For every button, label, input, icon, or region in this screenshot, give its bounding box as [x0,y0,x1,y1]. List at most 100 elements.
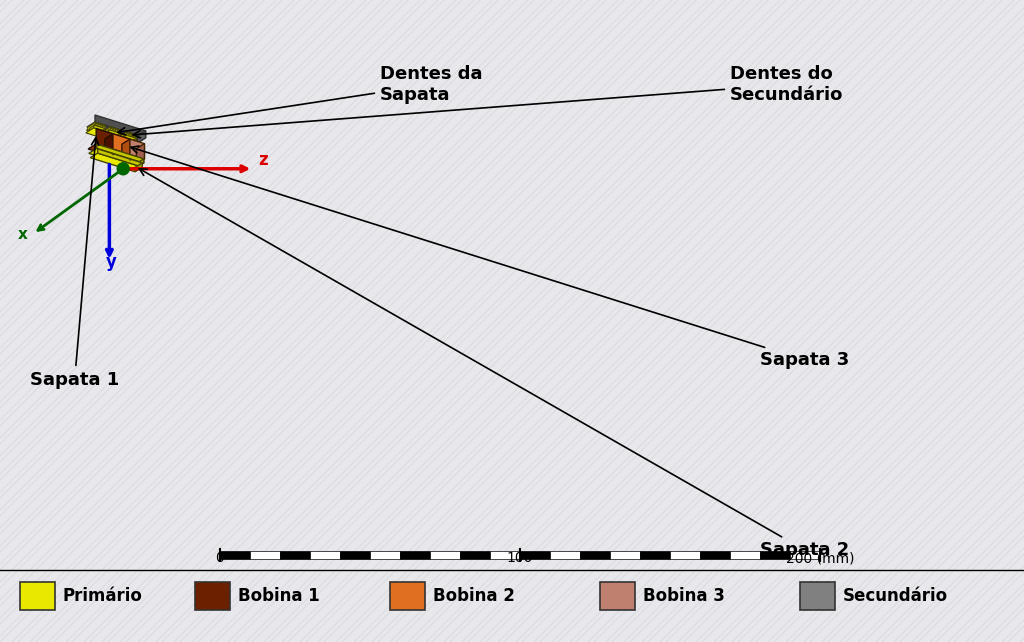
Polygon shape [88,144,113,154]
Polygon shape [92,127,102,133]
Polygon shape [105,125,106,129]
Text: y: y [105,253,117,271]
Polygon shape [115,131,123,139]
Polygon shape [113,134,130,155]
Polygon shape [128,135,136,143]
Text: 200 (mm): 200 (mm) [785,551,854,565]
Polygon shape [119,132,127,141]
Polygon shape [97,144,143,163]
Polygon shape [108,128,116,137]
Bar [640,551,670,559]
Polygon shape [102,127,111,135]
Polygon shape [90,123,98,132]
Polygon shape [110,126,112,130]
Polygon shape [100,132,120,141]
Polygon shape [95,115,145,138]
Polygon shape [96,122,97,126]
Text: Bobina 3: Bobina 3 [643,587,725,605]
Polygon shape [113,130,121,139]
Polygon shape [92,124,100,132]
Circle shape [117,163,129,175]
Polygon shape [104,128,113,136]
Polygon shape [91,126,100,132]
Polygon shape [105,131,116,137]
Bar [520,551,550,559]
Bar [250,551,280,559]
Polygon shape [114,134,123,139]
Polygon shape [112,133,121,139]
Polygon shape [97,125,104,134]
Polygon shape [118,135,127,141]
Text: x: x [18,227,28,242]
Polygon shape [109,130,120,136]
Polygon shape [99,123,100,127]
Polygon shape [88,126,98,132]
Polygon shape [135,163,142,171]
Polygon shape [114,128,116,132]
Polygon shape [111,130,119,138]
Bar [610,551,640,559]
Polygon shape [87,122,145,143]
Text: Primário: Primário [63,587,143,605]
Polygon shape [137,131,145,143]
Polygon shape [97,128,106,134]
Polygon shape [96,128,113,149]
Text: Sapata 1: Sapata 1 [30,138,119,389]
Polygon shape [96,123,98,126]
Polygon shape [99,129,110,135]
Polygon shape [108,126,110,130]
Polygon shape [117,129,119,133]
Polygon shape [101,130,111,135]
Bar [20,582,55,610]
Polygon shape [109,132,119,138]
Polygon shape [90,153,142,171]
Polygon shape [120,135,129,141]
Polygon shape [128,138,136,146]
Polygon shape [103,125,104,128]
Polygon shape [126,134,134,143]
Bar [310,551,340,559]
Polygon shape [120,130,121,134]
Text: Dentes do
Secundário: Dentes do Secundário [133,65,844,138]
Polygon shape [94,124,102,133]
Bar [370,551,400,559]
Polygon shape [96,125,104,134]
Polygon shape [101,124,102,128]
Polygon shape [125,135,136,141]
Polygon shape [101,126,110,135]
Bar [400,551,430,559]
Polygon shape [94,125,105,132]
Polygon shape [116,134,126,140]
Bar [730,551,760,559]
Polygon shape [104,131,114,136]
Polygon shape [117,137,136,146]
Bar [280,551,310,559]
Polygon shape [134,134,136,138]
Bar [340,551,370,559]
Polygon shape [109,128,116,137]
Polygon shape [103,127,112,135]
Polygon shape [116,128,118,132]
Polygon shape [124,137,134,143]
Polygon shape [94,122,95,126]
Polygon shape [93,127,102,133]
Bar [220,551,250,559]
Polygon shape [92,123,99,132]
Polygon shape [110,129,118,137]
Polygon shape [89,148,143,168]
Polygon shape [122,139,130,160]
Polygon shape [122,155,144,164]
Polygon shape [121,133,129,141]
Polygon shape [113,127,114,131]
Polygon shape [90,126,99,132]
Bar [550,551,580,559]
Polygon shape [113,134,120,141]
Polygon shape [125,132,127,135]
Text: Dentes da
Sapata: Dentes da Sapata [118,65,482,135]
Polygon shape [113,153,114,155]
Text: Secundário: Secundário [843,587,948,605]
Polygon shape [94,125,102,133]
Polygon shape [132,134,134,137]
Polygon shape [130,139,144,159]
Text: Bobina 1: Bobina 1 [238,587,319,605]
